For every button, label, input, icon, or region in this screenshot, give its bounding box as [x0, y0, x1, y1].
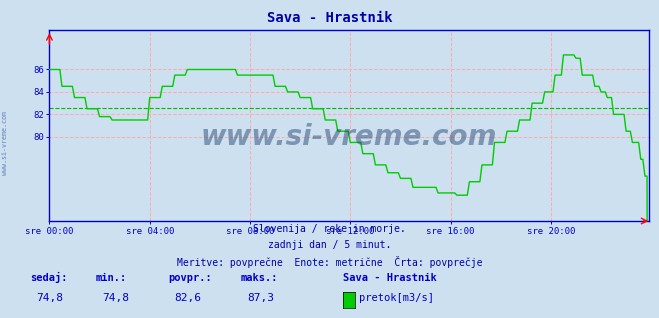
- Text: 74,8: 74,8: [36, 293, 63, 302]
- Text: min.:: min.:: [96, 273, 127, 283]
- Text: Sava - Hrastnik: Sava - Hrastnik: [343, 273, 436, 283]
- Text: maks.:: maks.:: [241, 273, 278, 283]
- Text: 82,6: 82,6: [175, 293, 202, 302]
- Text: 74,8: 74,8: [102, 293, 129, 302]
- Text: Sava - Hrastnik: Sava - Hrastnik: [267, 11, 392, 25]
- Text: 87,3: 87,3: [247, 293, 274, 302]
- Text: Slovenija / reke in morje.: Slovenija / reke in morje.: [253, 224, 406, 234]
- Text: zadnji dan / 5 minut.: zadnji dan / 5 minut.: [268, 240, 391, 250]
- Text: www.si-vreme.com: www.si-vreme.com: [201, 123, 498, 151]
- Text: www.si-vreme.com: www.si-vreme.com: [2, 111, 9, 175]
- Text: pretok[m3/s]: pretok[m3/s]: [359, 293, 434, 302]
- Text: Meritve: povprečne  Enote: metrične  Črta: povprečje: Meritve: povprečne Enote: metrične Črta:…: [177, 256, 482, 268]
- Text: povpr.:: povpr.:: [168, 273, 212, 283]
- Text: sedaj:: sedaj:: [30, 273, 67, 283]
